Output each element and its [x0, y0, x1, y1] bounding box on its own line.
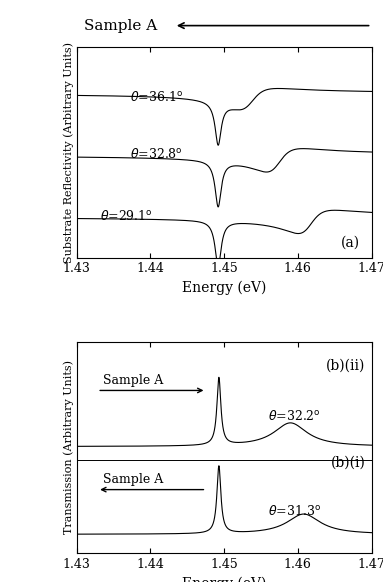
Text: (b)(i): (b)(i) — [331, 456, 366, 470]
Text: $\theta$=36.1$^{\rm o}$: $\theta$=36.1$^{\rm o}$ — [130, 90, 183, 104]
Text: $\theta$=32.8$^{\rm o}$: $\theta$=32.8$^{\rm o}$ — [130, 147, 182, 161]
Text: $\theta$=31.3$^{\rm o}$: $\theta$=31.3$^{\rm o}$ — [268, 504, 321, 518]
Text: (a): (a) — [340, 236, 360, 250]
X-axis label: Energy (eV): Energy (eV) — [182, 281, 266, 295]
Text: Sample A: Sample A — [84, 19, 157, 33]
Text: $\theta$=32.2$^{\rm o}$: $\theta$=32.2$^{\rm o}$ — [268, 409, 321, 423]
Y-axis label: Transmission (Arbitrary Units): Transmission (Arbitrary Units) — [63, 360, 74, 534]
Text: $\theta$=29.1$^{\rm o}$: $\theta$=29.1$^{\rm o}$ — [100, 208, 153, 222]
Text: Sample A: Sample A — [103, 473, 164, 487]
X-axis label: Energy (eV): Energy (eV) — [182, 576, 266, 582]
Y-axis label: Substrate Reflectivity (Arbitrary Units): Substrate Reflectivity (Arbitrary Units) — [63, 41, 74, 262]
Text: Sample A: Sample A — [103, 374, 164, 387]
Text: (b)(ii): (b)(ii) — [326, 359, 366, 373]
